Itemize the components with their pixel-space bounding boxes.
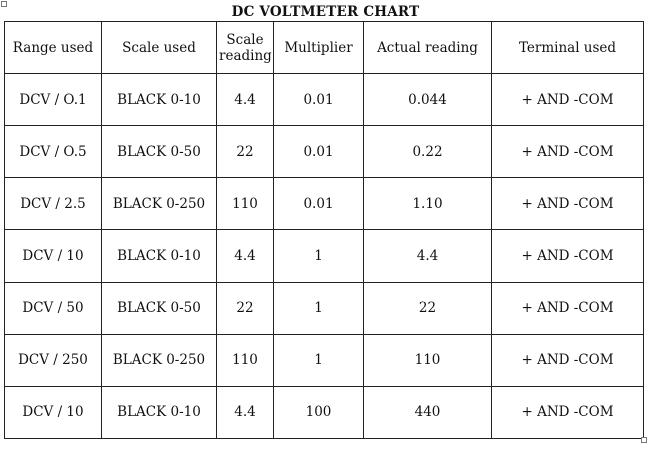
cell-actual-reading: 0.22 bbox=[363, 125, 492, 179]
table-header-row: Range used Scale used Scale reading Mult… bbox=[4, 21, 644, 74]
table-row: DCV / 10 BLACK 0-10 4.4 1 4.4 + AND -COM bbox=[4, 229, 644, 283]
table-row: DCV / 250 BLACK 0-250 110 1 110 + AND -C… bbox=[4, 333, 644, 387]
table-row: DCV / O.5 BLACK 0-50 22 0.01 0.22 + AND … bbox=[4, 125, 644, 179]
cell-scale: BLACK 0-50 bbox=[101, 281, 217, 335]
cell-scale-reading: 4.4 bbox=[216, 229, 274, 283]
cell-scale: BLACK 0-10 bbox=[101, 72, 217, 127]
cell-actual-reading: 1.10 bbox=[363, 177, 492, 231]
cell-scale-reading: 110 bbox=[216, 333, 274, 387]
table-row: DCV / O.1 BLACK 0-10 4.4 0.01 0.044 + AN… bbox=[4, 72, 644, 127]
header-multiplier: Multiplier bbox=[273, 21, 364, 74]
table-row: DCV / 50 BLACK 0-50 22 1 22 + AND -COM bbox=[4, 281, 644, 335]
cell-actual-reading: 110 bbox=[363, 333, 492, 387]
cell-range: DCV / 10 bbox=[4, 229, 102, 283]
cell-scale-reading: 4.4 bbox=[216, 385, 274, 440]
cell-scale: BLACK 0-10 bbox=[101, 385, 217, 440]
cell-actual-reading: 22 bbox=[363, 281, 492, 335]
cell-range: DCV / O.5 bbox=[4, 125, 102, 179]
cell-scale: BLACK 0-10 bbox=[101, 229, 217, 283]
cell-actual-reading: 4.4 bbox=[363, 229, 492, 283]
table-row: DCV / 10 BLACK 0-10 4.4 100 440 + AND -C… bbox=[4, 385, 644, 440]
cell-range: DCV / O.1 bbox=[4, 72, 102, 127]
table-row: DCV / 2.5 BLACK 0-250 110 0.01 1.10 + AN… bbox=[4, 177, 644, 231]
voltmeter-table: Range used Scale used Scale reading Mult… bbox=[4, 21, 644, 440]
cell-scale: BLACK 0-250 bbox=[101, 177, 217, 231]
cell-actual-reading: 0.044 bbox=[363, 72, 492, 127]
cell-terminal: + AND -COM bbox=[491, 385, 644, 440]
resize-handle-top-left bbox=[1, 1, 7, 7]
cell-range: DCV / 50 bbox=[4, 281, 102, 335]
cell-scale: BLACK 0-250 bbox=[101, 333, 217, 387]
cell-actual-reading: 440 bbox=[363, 385, 492, 440]
cell-multiplier: 1 bbox=[273, 229, 364, 283]
cell-multiplier: 0.01 bbox=[273, 125, 364, 179]
cell-terminal: + AND -COM bbox=[491, 72, 644, 127]
cell-multiplier: 0.01 bbox=[273, 177, 364, 231]
cell-multiplier: 1 bbox=[273, 281, 364, 335]
cell-terminal: + AND -COM bbox=[491, 281, 644, 335]
header-scale-used: Scale used bbox=[101, 21, 217, 74]
cell-terminal: + AND -COM bbox=[491, 177, 644, 231]
cell-terminal: + AND -COM bbox=[491, 125, 644, 179]
cell-multiplier: 0.01 bbox=[273, 72, 364, 127]
resize-handle-bottom-right bbox=[641, 437, 647, 443]
header-actual-reading: Actual reading bbox=[363, 21, 492, 74]
header-range-used: Range used bbox=[4, 21, 102, 74]
cell-scale-reading: 110 bbox=[216, 177, 274, 231]
header-terminal-used: Terminal used bbox=[491, 21, 644, 74]
cell-scale-reading: 4.4 bbox=[216, 72, 274, 127]
cell-range: DCV / 2.5 bbox=[4, 177, 102, 231]
cell-range: DCV / 10 bbox=[4, 385, 102, 440]
cell-scale-reading: 22 bbox=[216, 125, 274, 179]
cell-scale-reading: 22 bbox=[216, 281, 274, 335]
cell-multiplier: 1 bbox=[273, 333, 364, 387]
cell-terminal: + AND -COM bbox=[491, 229, 644, 283]
cell-multiplier: 100 bbox=[273, 385, 364, 440]
cell-range: DCV / 250 bbox=[4, 333, 102, 387]
header-scale-reading: Scale reading bbox=[216, 21, 274, 74]
cell-terminal: + AND -COM bbox=[491, 333, 644, 387]
chart-title: DC VOLTMETER CHART bbox=[231, 4, 420, 20]
cell-scale: BLACK 0-50 bbox=[101, 125, 217, 179]
